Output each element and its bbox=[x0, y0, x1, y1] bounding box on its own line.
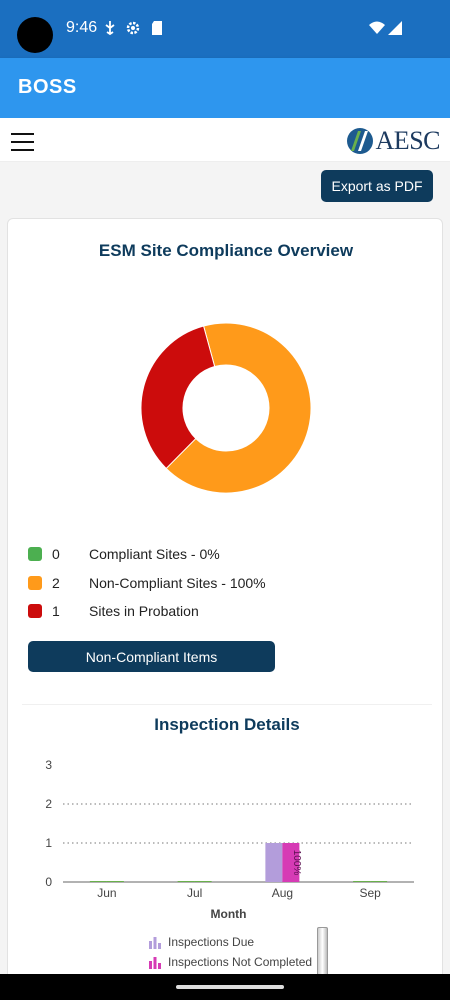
scrollbar-thumb[interactable] bbox=[317, 927, 328, 977]
bar-chart-icon bbox=[149, 957, 161, 969]
compliance-card: ESM Site Compliance Overview 0 Compliant… bbox=[7, 218, 443, 994]
signal-icon bbox=[388, 21, 402, 35]
app-title: BOSS bbox=[18, 76, 77, 98]
sd-card-icon bbox=[151, 20, 163, 39]
menu-icon[interactable] bbox=[11, 127, 34, 153]
y-tick-label: 3 bbox=[45, 758, 52, 772]
bar-inspections-not-completed-jul[interactable] bbox=[194, 881, 212, 882]
inspection-title: Inspection Details bbox=[154, 715, 300, 734]
page-header: AESC bbox=[0, 118, 450, 162]
compliance-donut-chart bbox=[140, 322, 312, 494]
legend-item-inspections-due[interactable]: Inspections Due bbox=[148, 935, 312, 955]
legend-swatch bbox=[28, 547, 42, 561]
donut-slice-sites-in-probation[interactable] bbox=[140, 325, 216, 470]
wifi-icon bbox=[369, 21, 402, 35]
aesc-logo: AESC bbox=[346, 124, 441, 158]
bar-inspections-due-aug[interactable] bbox=[265, 843, 283, 882]
bar-inspections-not-completed-aug[interactable] bbox=[282, 843, 300, 882]
bar-inspections-due-jul[interactable] bbox=[177, 881, 195, 882]
y-tick-label: 1 bbox=[45, 836, 52, 850]
logo-text: AESC bbox=[375, 126, 441, 155]
bar-inspections-not-completed-sep[interactable] bbox=[370, 881, 388, 882]
connectivity-icons bbox=[368, 20, 404, 41]
legend-label: Inspections Not Completed bbox=[168, 955, 313, 969]
compliance-legend: 0 Compliant Sites - 0% 2 Non-Compliant S… bbox=[28, 541, 428, 627]
system-navigation-bar bbox=[0, 974, 450, 1000]
bar-inspections-due-sep[interactable] bbox=[353, 881, 371, 882]
y-tick-label: 2 bbox=[45, 797, 52, 811]
legend-label: Non-Compliant Sites - 100% bbox=[89, 574, 266, 591]
status-time: 9:46 bbox=[66, 19, 98, 36]
legend-count: 1 bbox=[52, 603, 60, 619]
legend-row-non-compliant: 2 Non-Compliant Sites - 100% bbox=[28, 570, 428, 599]
compliance-title: ESM Site Compliance Overview bbox=[98, 241, 354, 260]
home-gesture-handle[interactable] bbox=[176, 985, 284, 989]
legend-label: Compliant Sites - 0% bbox=[89, 546, 220, 562]
legend-count: 0 bbox=[52, 546, 60, 562]
inspection-card: Inspection Details 0 1 2 3 Jun Jul 100% Aug Sep M… bbox=[22, 704, 432, 994]
x-tick-label: Jul bbox=[187, 886, 202, 900]
bar-data-label: 100% bbox=[291, 850, 302, 876]
x-tick-label: Jun bbox=[97, 886, 116, 900]
legend-swatch bbox=[28, 604, 42, 618]
status-bar: 9:46 bbox=[0, 0, 450, 58]
export-pdf-button[interactable]: Export as PDF bbox=[321, 170, 433, 202]
legend-label: Inspections Due bbox=[168, 935, 255, 949]
settings-icon bbox=[125, 20, 141, 39]
app-bar: BOSS bbox=[0, 58, 450, 118]
x-axis-label: Month bbox=[211, 907, 247, 921]
y-tick-label: 0 bbox=[45, 875, 52, 889]
inspection-legend[interactable]: Inspections Due Inspections Not Complete… bbox=[148, 935, 312, 975]
bar-inspections-not-completed-jun[interactable] bbox=[106, 881, 124, 882]
front-camera bbox=[17, 17, 53, 53]
legend-count: 2 bbox=[52, 574, 60, 591]
x-tick-label: Sep bbox=[359, 886, 381, 900]
legend-label: Sites in Probation bbox=[89, 603, 199, 619]
legend-row-compliant: 0 Compliant Sites - 0% bbox=[28, 541, 428, 570]
legend-swatch bbox=[28, 575, 42, 590]
bar-inspections-due-jun[interactable] bbox=[89, 881, 107, 882]
donut-slice-non-compliant-sites[interactable] bbox=[165, 322, 312, 494]
legend-row-probation: 1 Sites in Probation bbox=[28, 598, 428, 627]
logo-mark-icon bbox=[346, 128, 373, 154]
inspection-bar-chart: 0 1 2 3 Jun Jul 100% Aug Sep Month bbox=[45, 758, 414, 921]
legend-item-inspections-not-completed[interactable]: Inspections Not Completed bbox=[148, 955, 312, 975]
non-compliant-items-button[interactable]: Non-Compliant Items bbox=[28, 641, 275, 672]
bar-chart-icon bbox=[149, 937, 161, 949]
usb-debug-icon bbox=[104, 20, 116, 39]
x-tick-label: Aug bbox=[272, 886, 293, 900]
